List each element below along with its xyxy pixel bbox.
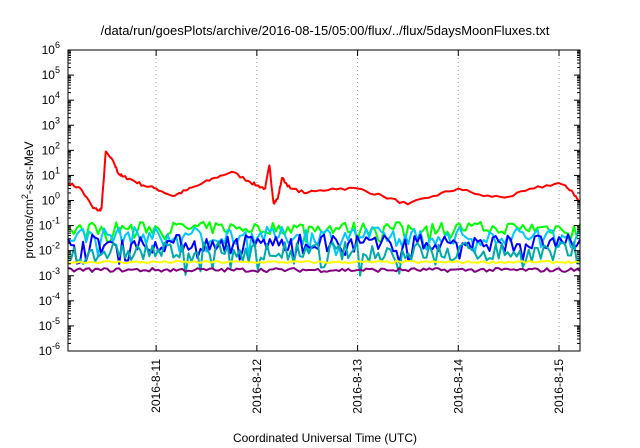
y-tick-label: 102 — [42, 140, 60, 157]
y-axis-label: protons/cm2-s-sr-MeV — [20, 141, 36, 258]
y-tick-label: 106 — [42, 40, 60, 57]
y-tick-label: 10-1 — [39, 216, 60, 233]
x-axis-label: Coordinated Universal Time (UTC) — [233, 431, 417, 445]
grid — [155, 50, 560, 351]
y-tick-label: 105 — [42, 65, 60, 82]
y-tick-label: 104 — [42, 90, 60, 107]
x-tick-label: 2016-8-11 — [149, 359, 163, 413]
series-line-5 — [67, 259, 581, 265]
series-line-4 — [67, 240, 581, 277]
y-tick-label: 10-3 — [39, 266, 60, 283]
chart-title: /data/run/goesPlots/archive/2016-08-15/0… — [101, 23, 550, 38]
series-line-2 — [67, 225, 581, 258]
series-group — [67, 150, 581, 277]
y-tick-label: 10-2 — [39, 241, 60, 258]
y-tick-label: 10-5 — [39, 316, 60, 333]
plot-frame — [67, 49, 581, 352]
x-tick-label: 2016-8-14 — [451, 359, 465, 414]
y-tick-label: 10-4 — [39, 291, 60, 308]
y-tick-label: 103 — [42, 115, 60, 132]
x-tick-label: 2016-8-13 — [351, 359, 365, 414]
series-line-6 — [67, 267, 581, 273]
series-line-0 — [67, 150, 581, 212]
x-tick-label: 2016-8-12 — [250, 359, 264, 414]
y-tick-label: 101 — [42, 165, 60, 182]
y-tick-label: 10-6 — [39, 341, 60, 358]
y-tick-label: 100 — [42, 191, 60, 208]
x-tick-label: 2016-8-15 — [552, 359, 566, 414]
